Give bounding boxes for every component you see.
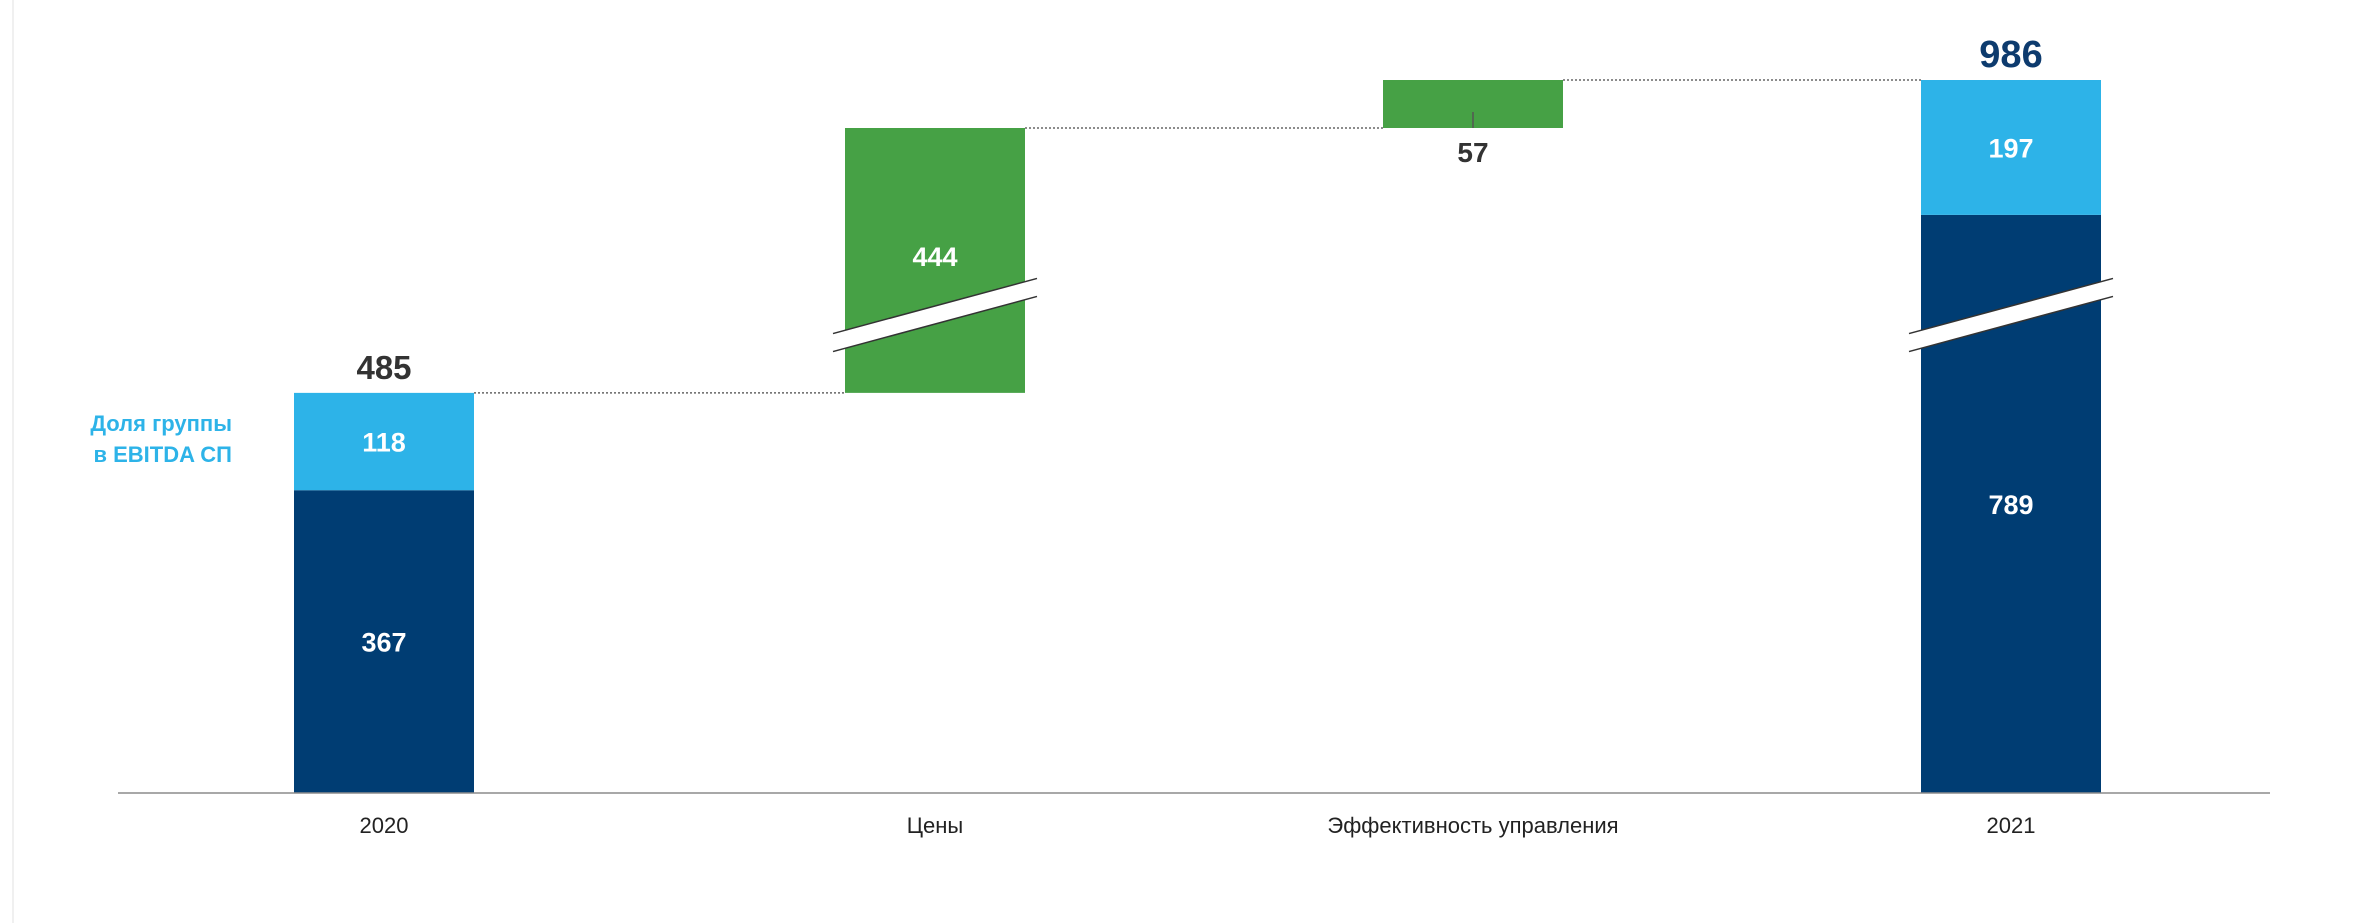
bar-prices-delta <box>845 128 1025 393</box>
bar-2020-segment-118 <box>294 392 474 491</box>
total-label-2021: 986 <box>1979 34 2042 76</box>
connector-lines <box>474 79 1921 394</box>
axis-break-2021-band <box>1909 278 2113 352</box>
axis-break-prices-edge-top <box>832 277 1038 335</box>
category-labels: 2020 Цены Эффективность управления 2021 <box>360 813 2036 838</box>
axis-break-prices-edge-bottom <box>832 295 1038 353</box>
bar-2020-segment-118-label: 118 <box>362 428 406 458</box>
axis-breaks <box>832 277 2114 353</box>
category-label-1: Цены <box>907 813 963 838</box>
bar-2020-segment-367 <box>294 490 474 793</box>
axis-break-2021-edge-top <box>1908 277 2114 335</box>
legend-label-line-1: Доля группы <box>90 411 232 436</box>
frame-border <box>12 0 14 923</box>
total-label-2020: 485 <box>356 349 411 386</box>
bar-2021-segment-789-label: 789 <box>1988 490 2033 520</box>
bar-2021-segment-197-label: 197 <box>1988 133 2033 163</box>
category-label-0: 2020 <box>360 813 409 838</box>
bar-2021-segment-197 <box>1921 80 2101 215</box>
axis-break-prices-band <box>833 278 1037 352</box>
category-label-2: Эффективность управления <box>1327 813 1618 838</box>
value-labels: 367 118 485 444 57 789 197 986 <box>356 34 2042 658</box>
bar-2020-segment-367-label: 367 <box>361 628 406 658</box>
category-label-3: 2021 <box>1987 813 2036 838</box>
axis-break-2021-edge-bottom <box>1908 295 2114 353</box>
bars-layer <box>294 80 2101 793</box>
delta-label-efficiency: 57 <box>1457 137 1488 168</box>
bar-prices-delta-label: 444 <box>912 242 957 272</box>
legend-label-line-2: в EBITDA СП <box>93 442 232 467</box>
